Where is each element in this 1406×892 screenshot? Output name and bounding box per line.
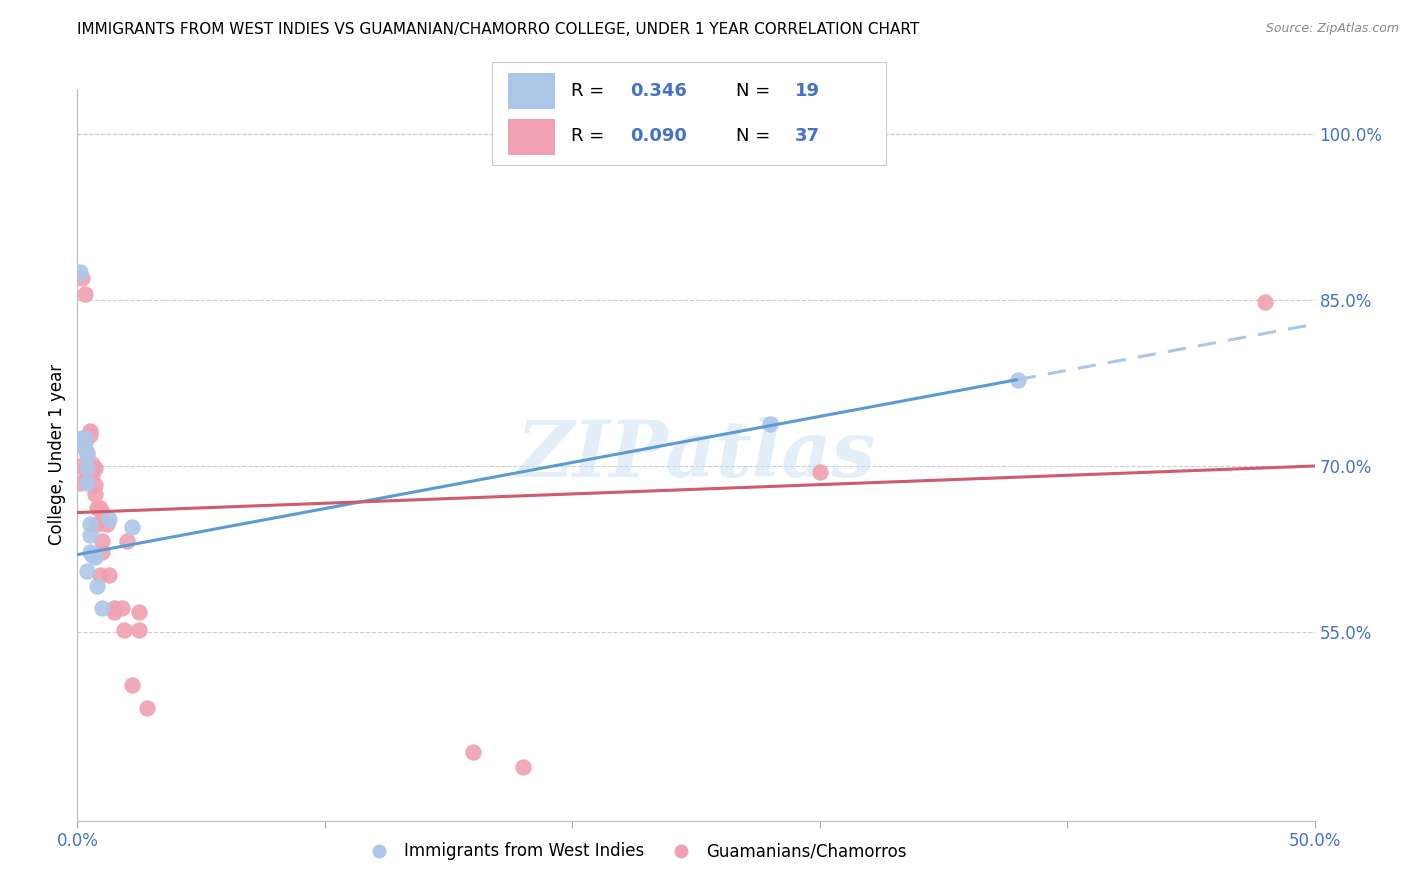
Text: 0.090: 0.090 xyxy=(630,128,686,145)
Point xyxy=(79,424,101,438)
Text: Source: ZipAtlas.com: Source: ZipAtlas.com xyxy=(1265,22,1399,36)
Legend: Immigrants from West Indies, Guamanians/Chamorros: Immigrants from West Indies, Guamanians/… xyxy=(356,836,912,867)
Point xyxy=(86,516,108,531)
Point xyxy=(83,486,105,500)
Point xyxy=(76,475,98,490)
Point xyxy=(1254,295,1277,310)
Point xyxy=(72,270,94,285)
Text: N =: N = xyxy=(737,82,776,100)
Text: R =: R = xyxy=(571,128,610,145)
Text: N =: N = xyxy=(737,128,776,145)
Point xyxy=(72,431,94,445)
Point xyxy=(76,448,98,462)
Point xyxy=(82,462,104,476)
Point xyxy=(91,534,114,549)
Point xyxy=(86,501,108,516)
Point xyxy=(73,434,96,449)
Point xyxy=(82,467,104,482)
Point xyxy=(83,478,105,492)
Text: 37: 37 xyxy=(796,128,820,145)
Point xyxy=(69,265,91,279)
Point xyxy=(128,605,150,619)
Point xyxy=(98,567,121,582)
Text: ZIPatlas: ZIPatlas xyxy=(516,417,876,493)
Point xyxy=(79,527,101,541)
Point xyxy=(73,287,96,301)
Point xyxy=(135,700,157,714)
Point xyxy=(86,579,108,593)
Point xyxy=(83,549,105,564)
Point xyxy=(76,467,98,482)
Point xyxy=(89,501,111,516)
Point xyxy=(463,745,485,759)
Point xyxy=(79,428,101,442)
Point xyxy=(76,446,98,460)
Point xyxy=(512,760,534,774)
Point xyxy=(83,461,105,475)
Text: IMMIGRANTS FROM WEST INDIES VS GUAMANIAN/CHAMORRO COLLEGE, UNDER 1 YEAR CORRELAT: IMMIGRANTS FROM WEST INDIES VS GUAMANIAN… xyxy=(77,22,920,37)
Point xyxy=(98,512,121,526)
Text: 19: 19 xyxy=(796,82,820,100)
Point xyxy=(759,417,782,431)
Point xyxy=(112,623,135,637)
FancyBboxPatch shape xyxy=(508,119,555,155)
Point xyxy=(808,465,831,479)
Text: 0.346: 0.346 xyxy=(630,82,686,100)
Point xyxy=(73,442,96,457)
Point xyxy=(89,567,111,582)
Point xyxy=(69,458,91,473)
Point xyxy=(1007,373,1029,387)
Point xyxy=(103,605,125,619)
FancyBboxPatch shape xyxy=(508,73,555,109)
Point xyxy=(91,545,114,559)
Point xyxy=(79,545,101,559)
Point xyxy=(76,461,98,475)
Point xyxy=(91,600,114,615)
Point xyxy=(96,516,118,531)
Point xyxy=(128,623,150,637)
Y-axis label: College, Under 1 year: College, Under 1 year xyxy=(48,364,66,546)
Text: R =: R = xyxy=(571,82,610,100)
Point xyxy=(111,600,134,615)
Point xyxy=(76,564,98,578)
Point xyxy=(79,516,101,531)
Point xyxy=(115,534,138,549)
Point xyxy=(69,475,91,490)
Point xyxy=(103,600,125,615)
Point xyxy=(73,431,96,445)
Point xyxy=(121,520,143,534)
Point xyxy=(121,678,143,692)
Point xyxy=(91,506,114,520)
Point xyxy=(82,548,104,562)
Point xyxy=(82,457,104,471)
